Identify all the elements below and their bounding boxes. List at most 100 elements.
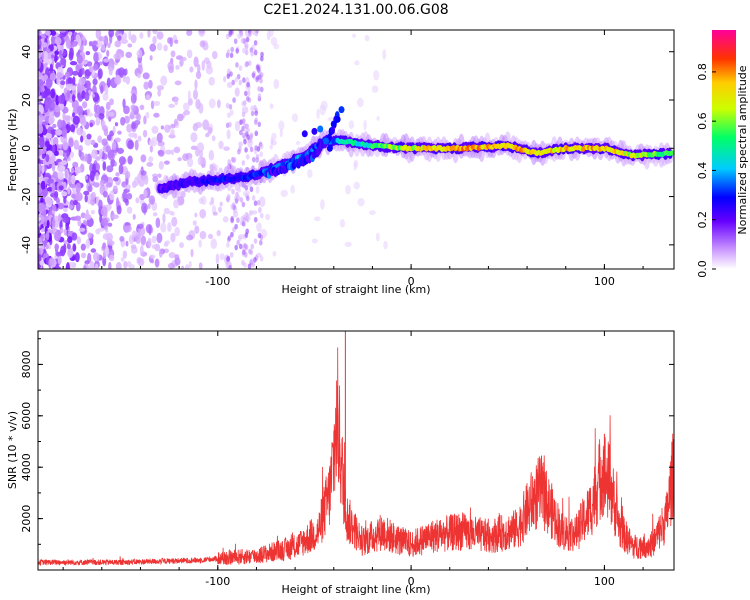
noise-blob [124, 68, 128, 76]
noise-blob [230, 215, 234, 222]
noise-blob [236, 239, 240, 246]
noise-blob [356, 97, 364, 108]
noise-blob [67, 247, 74, 258]
noise-blob [137, 64, 143, 75]
spectrogram-ticks: -100 0 100 -40 -20 0 20 40 [20, 30, 674, 288]
noise-blob [38, 78, 44, 88]
noise-blob [227, 159, 231, 165]
noise-blob [290, 184, 295, 194]
noise-blob [181, 265, 185, 269]
noise-blob [57, 213, 62, 223]
noise-blob [135, 197, 140, 204]
noise-blob [87, 112, 94, 117]
noise-blob [114, 40, 121, 48]
noise-blob [44, 30, 51, 36]
y-tick-label: 8000 [20, 350, 33, 378]
noise-blob [238, 141, 243, 147]
noise-blob [151, 125, 159, 134]
noise-blob [250, 243, 255, 250]
noise-blob [60, 245, 66, 257]
noise-blob [68, 31, 73, 37]
noise-blob [57, 255, 62, 265]
noise-blob [251, 30, 256, 36]
noise-blob [67, 156, 71, 162]
y-tick-label: 6000 [20, 402, 33, 430]
noise-blob [278, 120, 285, 131]
noise-blob [208, 149, 215, 161]
noise-blob [136, 49, 143, 58]
noise-blob [80, 252, 87, 259]
noise-blob [70, 167, 75, 174]
noise-blob [98, 36, 103, 42]
noise-blob [142, 129, 148, 138]
noise-blob [193, 56, 199, 68]
noise-blob [148, 79, 153, 89]
noise-blob [38, 53, 41, 59]
noise-blob [38, 58, 42, 70]
noise-blob [189, 66, 194, 73]
noise-blob [174, 97, 179, 106]
noise-blob [226, 255, 231, 262]
noise-blob [188, 260, 192, 268]
noise-blob [84, 260, 90, 265]
noise-blob [104, 246, 110, 257]
noise-blob [43, 74, 49, 81]
noise-blob [78, 77, 86, 86]
noise-blob [51, 182, 56, 194]
noise-blob [373, 70, 380, 81]
noise-blob [198, 30, 205, 35]
noise-blob [225, 102, 230, 109]
noise-blob [174, 39, 179, 44]
noise-blob [125, 76, 131, 85]
noise-blob [127, 155, 133, 165]
noise-blob [72, 243, 77, 252]
noise-blob [152, 30, 158, 35]
noise-blob [97, 68, 103, 80]
noise-blob [84, 153, 88, 162]
noise-blob [69, 60, 78, 66]
noise-blob [216, 229, 221, 237]
noise-blob [212, 211, 218, 216]
x-tick-label: 100 [594, 575, 615, 588]
noise-blob [55, 263, 59, 269]
snr-series-line [38, 347, 674, 567]
noise-blob [167, 262, 176, 269]
noise-blob [102, 190, 108, 198]
noise-blob [38, 35, 42, 40]
noise-blob [47, 178, 54, 184]
y-tick-label: 4000 [20, 453, 33, 481]
noise-blob [255, 30, 259, 34]
noise-blob [72, 70, 79, 76]
noise-blob [232, 97, 236, 103]
noise-blob [251, 210, 258, 215]
noise-blob [103, 35, 109, 46]
noise-blob [92, 40, 98, 46]
noise-blob [223, 76, 227, 83]
noise-blob [38, 30, 41, 36]
noise-blob [223, 146, 230, 151]
noise-blob [101, 218, 109, 227]
noise-blob [69, 47, 74, 59]
noise-blob [244, 49, 249, 56]
noise-blob [245, 195, 250, 202]
noise-blob [106, 49, 110, 58]
noise-blob [156, 42, 163, 51]
noise-blob [226, 129, 231, 140]
noise-blob [147, 203, 151, 210]
noise-blob [241, 160, 246, 166]
noise-blob [59, 165, 66, 171]
noise-blob [38, 124, 44, 134]
noise-blob [52, 218, 56, 228]
noise-blob [87, 185, 93, 193]
noise-blob [61, 191, 68, 197]
noise-blob [95, 228, 101, 235]
noise-blob [54, 50, 60, 56]
noise-blob [249, 146, 254, 153]
noise-blob [244, 90, 248, 97]
noise-blob [84, 137, 92, 146]
noise-blob [134, 139, 139, 151]
noise-blob [98, 148, 103, 159]
noise-blob [46, 58, 53, 65]
noise-blob [61, 160, 68, 166]
noise-blob [164, 124, 171, 133]
